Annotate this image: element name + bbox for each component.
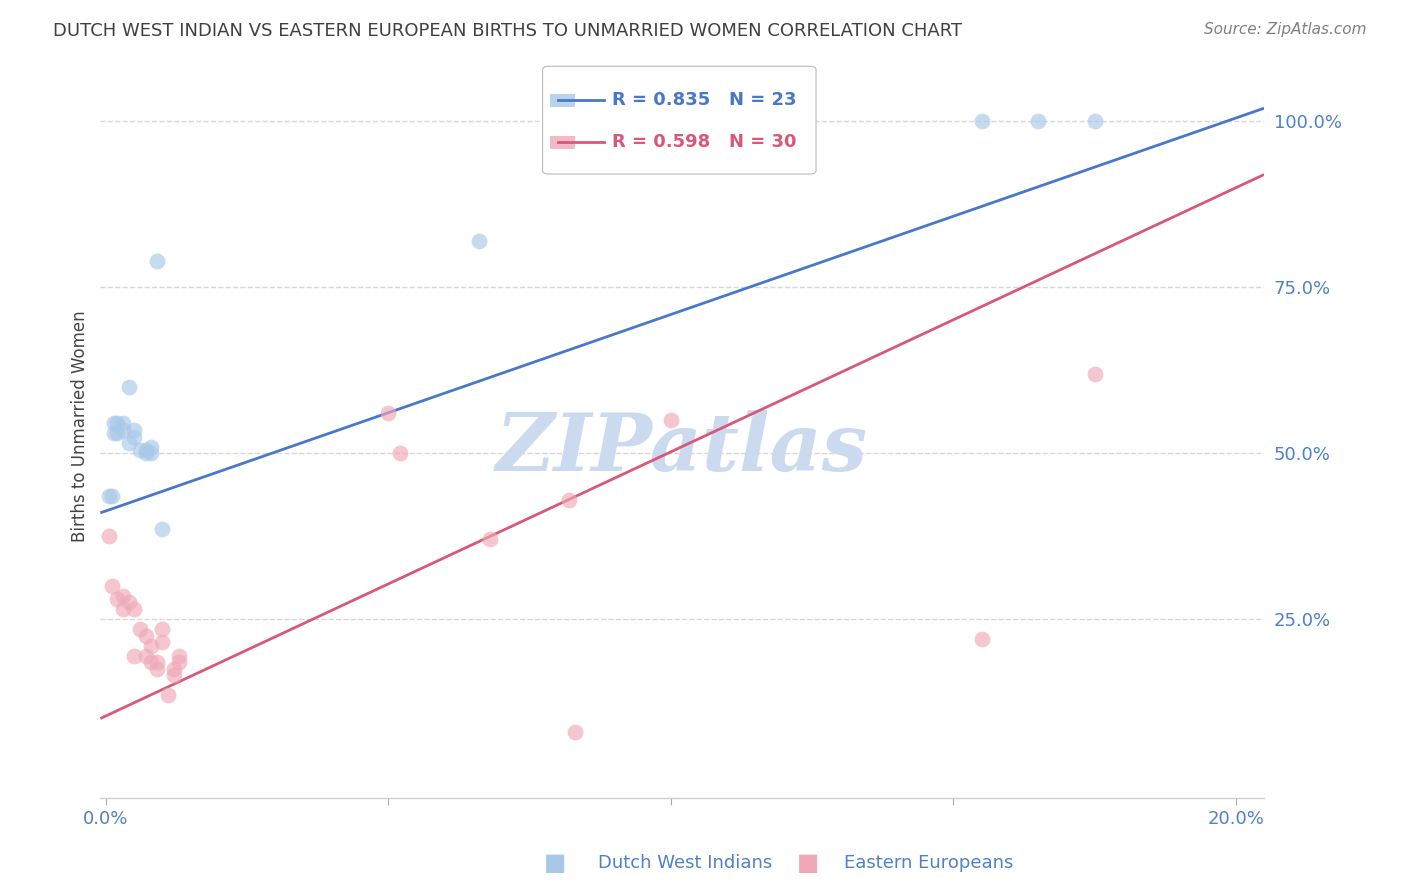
Point — [117, 436, 139, 450]
Point — [122, 423, 145, 437]
FancyBboxPatch shape — [550, 94, 575, 107]
Point — [135, 629, 157, 643]
Point — [122, 648, 145, 663]
Point — [468, 234, 491, 248]
Point — [105, 426, 128, 441]
Y-axis label: Births to Unmarried Women: Births to Unmarried Women — [72, 310, 89, 542]
Text: Source: ZipAtlas.com: Source: ZipAtlas.com — [1204, 22, 1367, 37]
Point — [111, 589, 134, 603]
Point — [163, 668, 186, 682]
Point — [111, 423, 134, 437]
Point — [564, 724, 586, 739]
Point — [97, 529, 120, 543]
Point — [141, 440, 163, 454]
Point — [388, 446, 411, 460]
Point — [103, 426, 125, 441]
Point — [100, 579, 122, 593]
Text: ZIPatlas: ZIPatlas — [496, 410, 869, 488]
Point — [152, 523, 174, 537]
Point — [103, 417, 125, 431]
Point — [141, 446, 163, 460]
Point — [117, 380, 139, 394]
Point — [146, 655, 169, 669]
Point — [111, 602, 134, 616]
Point — [135, 648, 157, 663]
Point — [97, 489, 120, 503]
Point — [128, 442, 150, 457]
Text: R = 0.598   N = 30: R = 0.598 N = 30 — [613, 133, 797, 152]
FancyBboxPatch shape — [550, 136, 575, 149]
Point — [970, 632, 993, 646]
Point — [479, 533, 502, 547]
Point — [970, 114, 993, 128]
Text: Eastern Europeans: Eastern Europeans — [844, 855, 1012, 872]
Point — [111, 417, 134, 431]
Point — [141, 655, 163, 669]
Point — [100, 489, 122, 503]
Text: DUTCH WEST INDIAN VS EASTERN EUROPEAN BIRTHS TO UNMARRIED WOMEN CORRELATION CHAR: DUTCH WEST INDIAN VS EASTERN EUROPEAN BI… — [53, 22, 963, 40]
Point — [117, 595, 139, 609]
Point — [1084, 367, 1107, 381]
Text: ■: ■ — [544, 852, 567, 875]
Text: Dutch West Indians: Dutch West Indians — [598, 855, 772, 872]
Point — [105, 592, 128, 607]
Point — [146, 662, 169, 676]
Point — [146, 253, 169, 268]
Text: R = 0.835   N = 23: R = 0.835 N = 23 — [613, 91, 797, 109]
Point — [122, 602, 145, 616]
Text: ■: ■ — [797, 852, 820, 875]
FancyBboxPatch shape — [543, 66, 815, 174]
Point — [169, 648, 191, 663]
Point — [105, 417, 128, 431]
Point — [659, 413, 682, 427]
Point — [141, 639, 163, 653]
Point — [135, 442, 157, 457]
Point — [157, 688, 180, 702]
Point — [163, 662, 186, 676]
Point — [1084, 114, 1107, 128]
Point — [135, 446, 157, 460]
Point — [128, 622, 150, 636]
Point — [558, 492, 581, 507]
Point — [169, 655, 191, 669]
Point — [152, 635, 174, 649]
Point — [122, 429, 145, 443]
Point — [152, 622, 174, 636]
Point — [1026, 114, 1049, 128]
Point — [377, 406, 399, 420]
